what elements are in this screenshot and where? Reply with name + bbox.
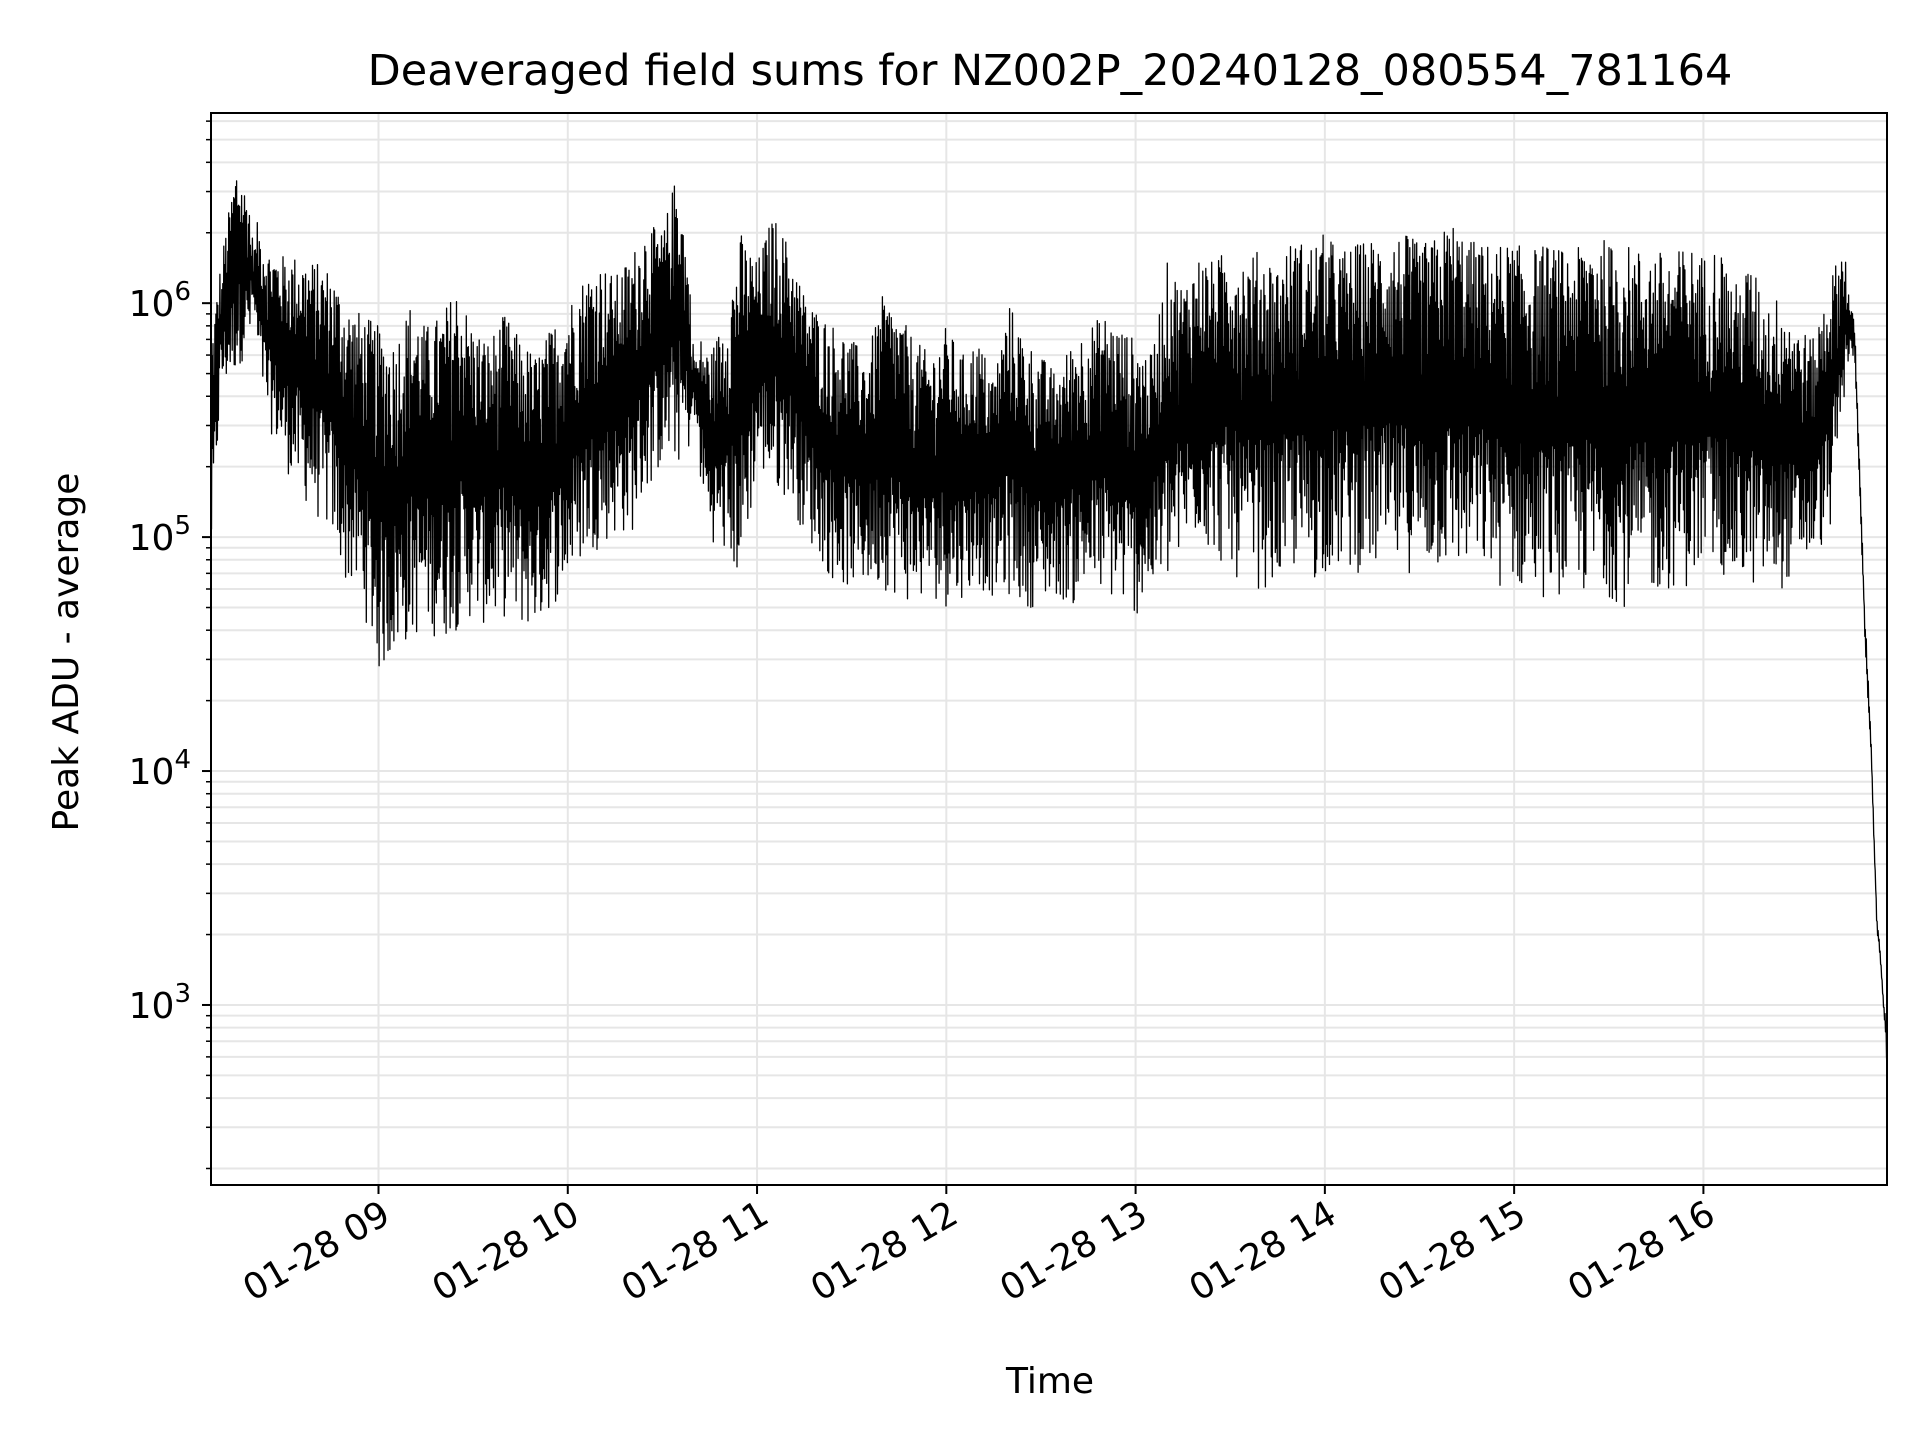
y-tick-base: 10 <box>129 752 175 793</box>
y-tick-exponent: 3 <box>174 979 191 1009</box>
y-tick-label: 106 <box>129 277 191 325</box>
y-tick-exponent: 4 <box>174 745 191 775</box>
y-tick-base: 10 <box>129 518 175 559</box>
y-tick-label: 105 <box>129 511 191 559</box>
series-layer <box>210 180 1888 1070</box>
y-tick-label: 103 <box>129 979 191 1027</box>
y-tick-exponent: 6 <box>174 277 191 307</box>
y-tick-exponent: 5 <box>174 511 191 541</box>
y-tick-label: 104 <box>129 745 191 793</box>
y-tick-base: 10 <box>129 284 175 325</box>
plot-frame <box>210 112 1888 1186</box>
grid-major <box>211 113 1887 1185</box>
series-line <box>210 180 1888 1070</box>
x-axis-label: Time <box>1005 1361 1094 1402</box>
y-axis-label: Peak ADU - average <box>46 473 87 832</box>
chart-title: Deaveraged field sums for NZ002P_2024012… <box>368 46 1733 96</box>
y-tick-base: 10 <box>129 986 175 1027</box>
